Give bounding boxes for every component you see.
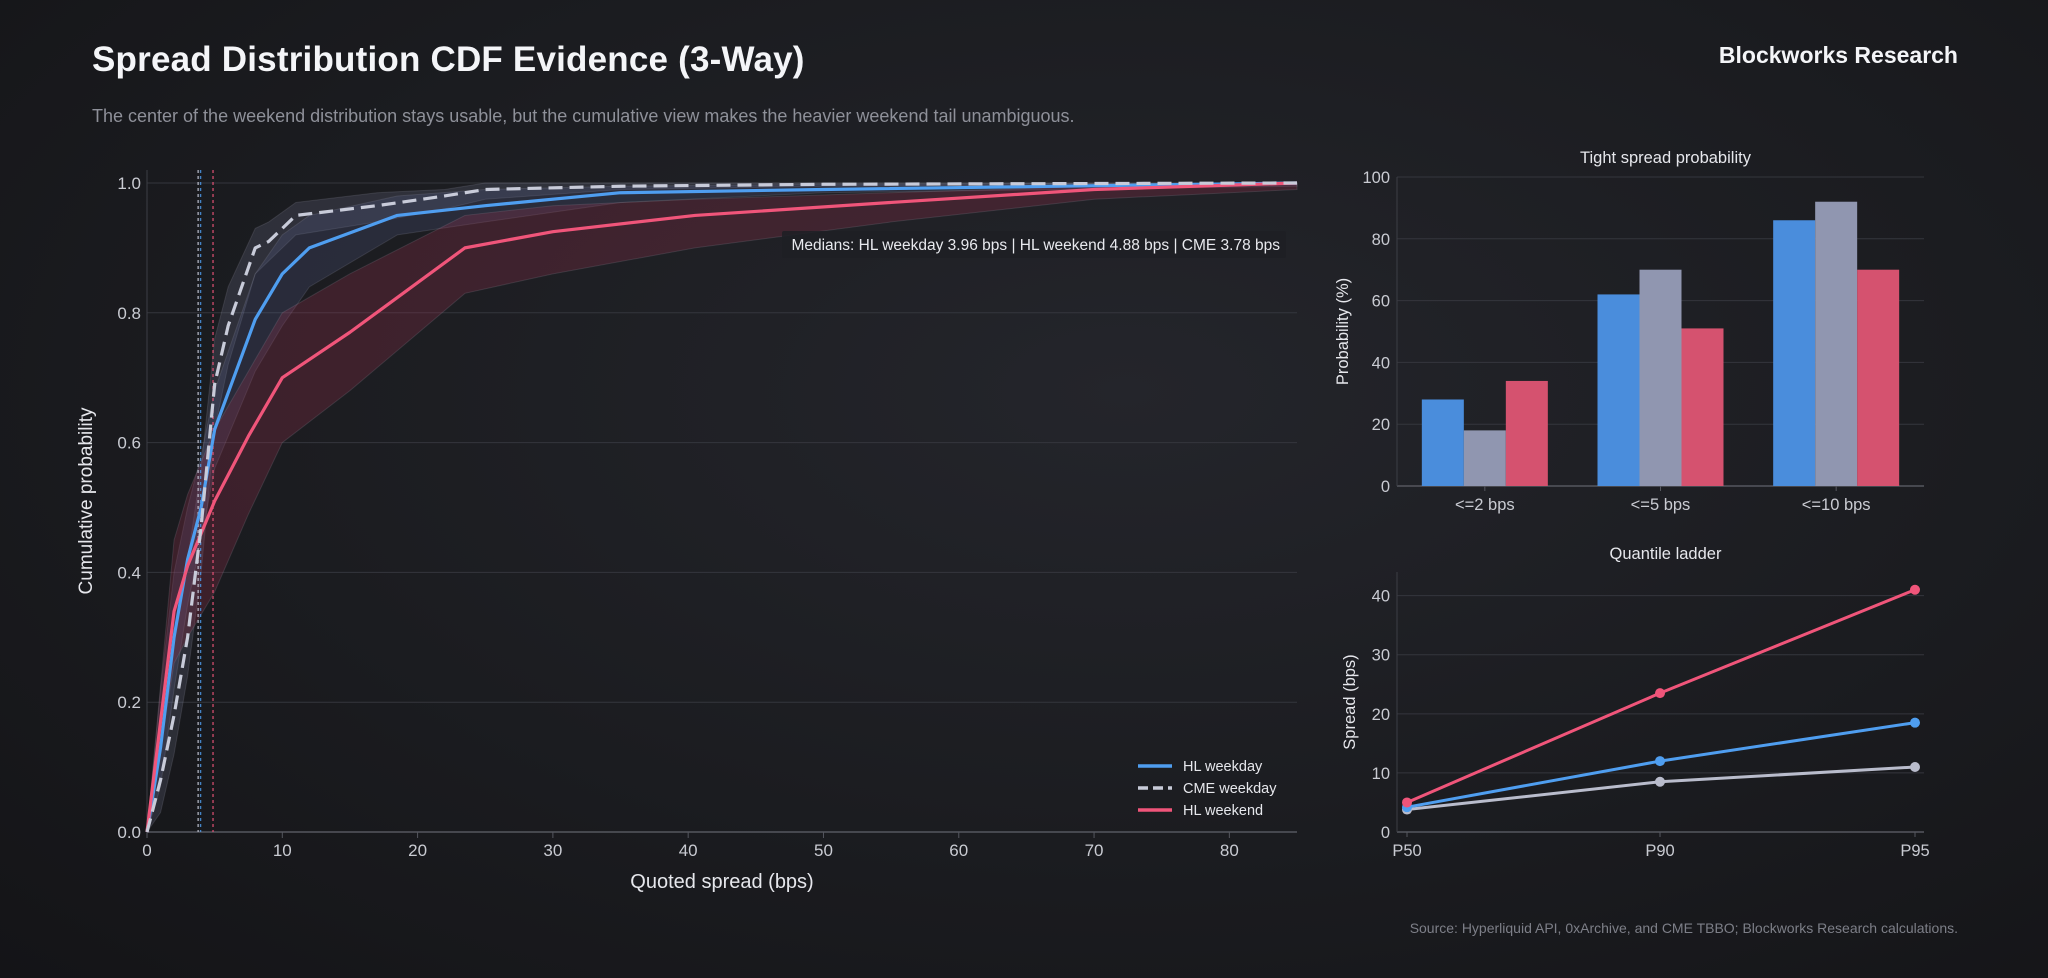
tight-ytick-label: 60: [1372, 293, 1390, 311]
cdf-xtick-label: 20: [408, 841, 427, 860]
ladder-point-hl-weekend-0: [1402, 797, 1412, 808]
cdf-xtick-label: 40: [679, 841, 698, 860]
ladder-ytick-label: 0: [1381, 824, 1390, 842]
brand-name: Blockworks Research: [1718, 42, 1958, 68]
cdf-annotation-box: [782, 231, 1286, 258]
cdf-ytick-label: 0.0: [117, 823, 141, 842]
cdf-x-axis-label: Quoted spread (bps): [630, 871, 813, 893]
cdf-xtick-label: 10: [273, 841, 292, 860]
ladder-xtick-label: P95: [1900, 842, 1929, 860]
cdf-ytick-label: 0.2: [117, 693, 141, 712]
legend-label-hl-weekday: HL weekday: [1183, 759, 1263, 775]
tight-y-axis-label: Probability (%): [1334, 278, 1352, 385]
cdf-band-hl-weekday: [146, 182, 1298, 833]
ladder-ytick-label: 40: [1372, 588, 1390, 606]
ladder-xtick-label: P50: [1392, 842, 1421, 860]
ladder-y-axis-label: Spread (bps): [1341, 654, 1359, 749]
tight-xtick-label: <=2 bps: [1455, 496, 1515, 514]
ladder-ytick-label: 30: [1372, 647, 1390, 665]
ladder-ytick-label: 20: [1372, 706, 1390, 724]
tight-ytick-label: 80: [1372, 231, 1390, 249]
ladder-point-hl-weekend-2: [1910, 584, 1920, 595]
cdf-xtick-label: 0: [142, 841, 151, 860]
cdf-xtick-label: 30: [543, 841, 562, 860]
cdf-ytick-label: 1.0: [117, 174, 141, 193]
tight-bar-cme-weekday-1: [1639, 269, 1682, 486]
tight-ytick-label: 20: [1372, 416, 1390, 434]
source-note: Source: Hyperliquid API, 0xArchive, and …: [1409, 920, 1958, 936]
cdf-line-hl-weekday: [145, 181, 1298, 833]
tight-ytick-label: 0: [1381, 478, 1390, 496]
ladder-point-hl-weekend-1: [1655, 688, 1665, 699]
ladder-ytick-label: 10: [1372, 765, 1390, 783]
tight-chart-title: Tight spread probability: [1580, 149, 1752, 167]
tight-bar-hl-weekend-1: [1681, 328, 1724, 486]
cdf-line-hl-weekend: [145, 181, 1298, 833]
ladder-xtick-label: P90: [1645, 842, 1674, 860]
cdf-xtick-label: 70: [1085, 841, 1104, 860]
tight-bar-cme-weekday-2: [1815, 201, 1858, 486]
tight-bar-hl-weekend-2: [1857, 269, 1900, 486]
cdf-xtick-label: 80: [1220, 841, 1239, 860]
ladder-chart-title: Quantile ladder: [1610, 545, 1722, 563]
cdf-median-annotation: Medians: HL weekday 3.96 bps | HL weeken…: [791, 237, 1280, 254]
cdf-band-hl-weekend: [146, 182, 1298, 833]
ladder-point-hl-weekday-2: [1910, 717, 1920, 728]
tight-ytick-label: 100: [1362, 169, 1390, 187]
cdf-ytick-label: 0.4: [117, 563, 141, 582]
legend-label-cme-weekday: CME weekday: [1183, 781, 1277, 797]
cdf-ytick-label: 0.6: [117, 434, 141, 453]
tight-xtick-label: <=5 bps: [1631, 496, 1691, 514]
ladder-point-cme-weekday-2: [1910, 762, 1920, 772]
tight-bar-cme-weekday-0: [1463, 430, 1506, 486]
legend-label-hl-weekend: HL weekend: [1183, 803, 1263, 819]
tight-bar-hl-weekday-0: [1421, 399, 1464, 486]
tight-ytick-label: 40: [1372, 354, 1390, 372]
cdf-xtick-label: 50: [814, 841, 833, 860]
tight-xtick-label: <=10 bps: [1802, 496, 1871, 514]
tight-bar-hl-weekday-2: [1773, 220, 1816, 486]
cdf-xtick-label: 60: [949, 841, 968, 860]
ladder-point-cme-weekday-1: [1655, 776, 1665, 787]
tight-bar-hl-weekday-1: [1597, 294, 1640, 486]
page-subtitle: The center of the weekend distribution s…: [92, 106, 1075, 126]
cdf-y-axis-label: Cumulative probability: [76, 407, 97, 594]
ladder-point-hl-weekday-1: [1655, 756, 1665, 767]
tight-bar-hl-weekend-0: [1505, 380, 1548, 486]
page-title: Spread Distribution CDF Evidence (3-Way): [92, 40, 805, 79]
cdf-ytick-label: 0.8: [117, 304, 141, 323]
cdf-line-cme-weekday: [145, 181, 1298, 833]
